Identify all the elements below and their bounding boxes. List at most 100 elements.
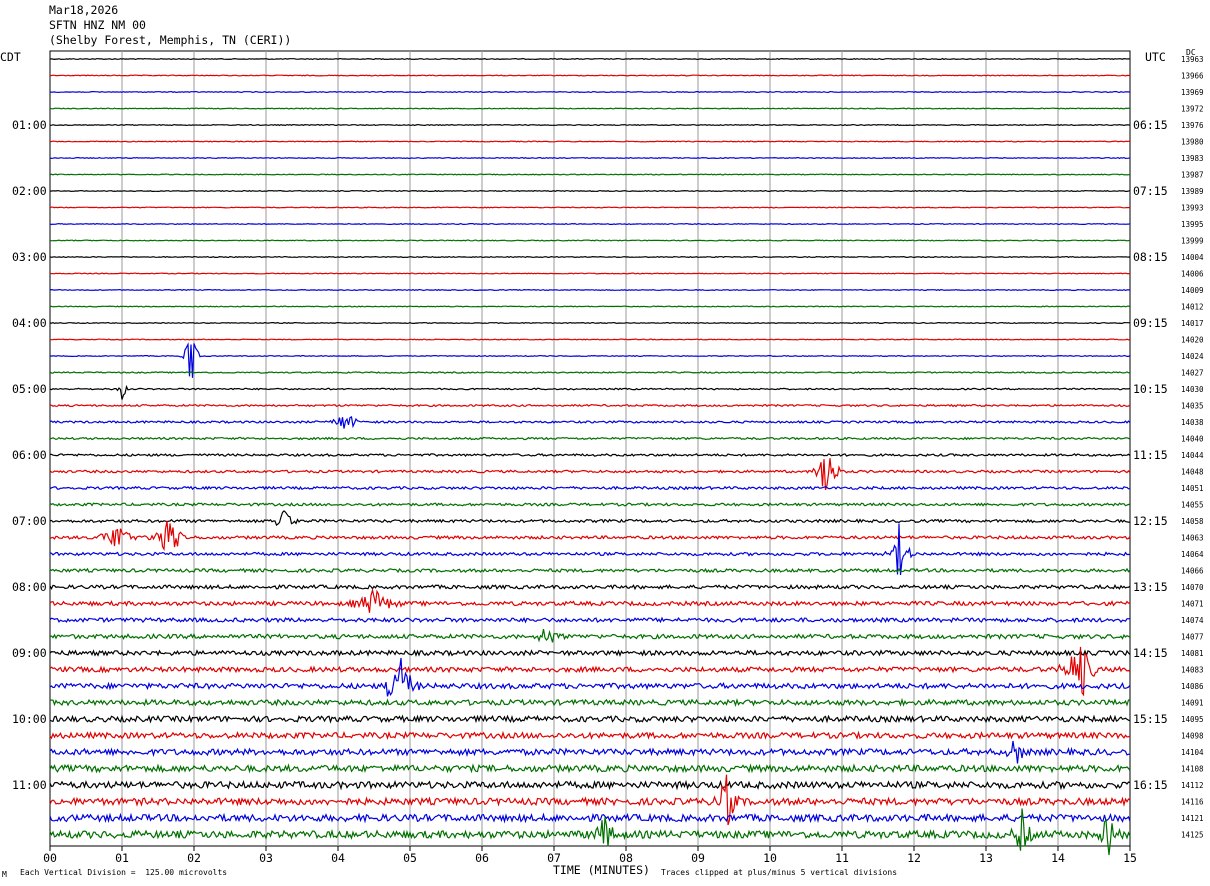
dc-offset-label: 14024 (1181, 352, 1204, 361)
dc-offset-label: 13972 (1181, 105, 1204, 114)
x-tick-label: 15 (1123, 851, 1137, 865)
dc-offset-label: 13993 (1181, 204, 1204, 213)
x-axis-label: TIME (MINUTES) (553, 863, 650, 877)
seismic-trace (49, 502, 1131, 507)
seismic-trace (49, 740, 1131, 764)
left-time-label: 07:00 (12, 514, 47, 528)
dc-offset-label: 14004 (1181, 253, 1204, 262)
seismic-trace (49, 714, 1131, 724)
left-time-label: 08:00 (12, 580, 47, 594)
x-tick-label: 06 (475, 851, 489, 865)
dc-offset-label: 14048 (1181, 468, 1204, 477)
x-tick-label: 08 (619, 851, 633, 865)
x-tick-label: 10 (763, 851, 777, 865)
dc-offset-label: 14035 (1181, 402, 1204, 411)
left-time-label: 06:00 (12, 448, 47, 462)
dc-offset-label: 14070 (1181, 583, 1204, 592)
dc-offset-label: 14095 (1181, 715, 1204, 724)
x-tick-label: 02 (187, 851, 201, 865)
seismic-trace (49, 587, 1131, 613)
seismic-trace (49, 730, 1131, 740)
right-time-label: 11:15 (1133, 448, 1168, 462)
right-time-label: 06:15 (1133, 118, 1168, 132)
seismic-trace (49, 338, 1131, 341)
seismic-trace (49, 57, 1131, 61)
seismic-trace (49, 808, 1131, 856)
seismic-trace (49, 763, 1131, 774)
seismic-trace (49, 523, 1131, 576)
dc-offset-label: 13963 (1181, 55, 1204, 64)
x-tick-label: 12 (907, 851, 921, 865)
x-tick-label: 04 (331, 851, 345, 865)
dc-offset-label: 14017 (1181, 319, 1204, 328)
right-time-label: 14:15 (1133, 646, 1168, 660)
dc-offset-label: 14098 (1181, 732, 1204, 741)
left-time-label: 11:00 (12, 778, 47, 792)
seismic-trace (50, 697, 1131, 708)
dc-offset-label: 14055 (1181, 501, 1204, 510)
seismic-trace (49, 520, 1131, 552)
dc-offset-label: 14064 (1181, 550, 1204, 559)
left-time-label: 02:00 (12, 184, 47, 198)
dc-offset-label: 14071 (1181, 600, 1204, 609)
seismic-trace (49, 616, 1131, 624)
seismic-trace (49, 140, 1131, 143)
dc-offset-label: 14030 (1181, 385, 1204, 394)
dc-offset-label: 14006 (1181, 270, 1204, 279)
dc-offset-label: 14091 (1181, 699, 1204, 708)
left-time-label: 01:00 (12, 118, 47, 132)
dc-offset-label: 13989 (1181, 187, 1204, 196)
seismic-trace (49, 288, 1130, 292)
seismic-trace (49, 239, 1131, 242)
dc-offset-label: 13987 (1181, 171, 1204, 180)
seismic-trace (49, 305, 1131, 308)
seismic-trace (49, 342, 1131, 378)
dc-offset-label: 14116 (1181, 798, 1204, 807)
seismic-trace (49, 458, 1131, 491)
x-tick-label: 00 (43, 851, 57, 865)
dc-offset-label: 14044 (1181, 451, 1204, 460)
seismic-trace (49, 628, 1131, 643)
dc-offset-label: 14086 (1181, 682, 1204, 691)
plot-frame (49, 50, 1131, 847)
seismic-trace (50, 90, 1131, 94)
dc-offset-label: 13999 (1181, 237, 1204, 246)
dc-offset-label: 13980 (1181, 138, 1204, 147)
seismic-trace (49, 156, 1131, 160)
seismic-trace (49, 272, 1131, 275)
seismic-trace (49, 485, 1131, 491)
left-time-label: 09:00 (12, 646, 47, 660)
dc-offset-label: 14020 (1181, 336, 1204, 345)
seismic-trace (49, 510, 1131, 527)
dc-offset-label: 14125 (1181, 831, 1204, 840)
right-time-label: 15:15 (1133, 712, 1168, 726)
dc-offset-label: 13969 (1181, 88, 1204, 97)
dc-offset-label: 13983 (1181, 154, 1204, 163)
seismic-trace (49, 403, 1131, 408)
dc-offset-label: 14058 (1181, 517, 1204, 526)
seismic-trace (49, 371, 1131, 374)
seismic-trace (49, 657, 1131, 697)
dc-offset-label: 14063 (1181, 534, 1204, 543)
right-timezone-label: UTC (1145, 50, 1166, 64)
right-time-label: 07:15 (1133, 184, 1168, 198)
x-tick-label: 05 (403, 851, 417, 865)
left-time-label: 03:00 (12, 250, 47, 264)
seismic-trace (49, 779, 1131, 791)
left-time-label: 10:00 (12, 712, 47, 726)
dc-offset-label: 14104 (1181, 748, 1204, 757)
seismic-trace (49, 415, 1131, 429)
seismic-trace (49, 583, 1131, 591)
dc-offset-label: 14081 (1181, 649, 1204, 658)
dc-offset-label: 14121 (1181, 814, 1204, 823)
dc-offset-label: 14009 (1181, 286, 1204, 295)
x-tick-label: 03 (259, 851, 273, 865)
dc-offset-label: 14083 (1181, 666, 1204, 675)
left-time-label: 04:00 (12, 316, 47, 330)
dc-offset-label: 14027 (1181, 369, 1204, 378)
right-time-label: 10:15 (1133, 382, 1168, 396)
x-tick-label: 14 (1051, 851, 1065, 865)
seismic-trace (49, 646, 1131, 697)
seismic-trace (49, 384, 1131, 400)
